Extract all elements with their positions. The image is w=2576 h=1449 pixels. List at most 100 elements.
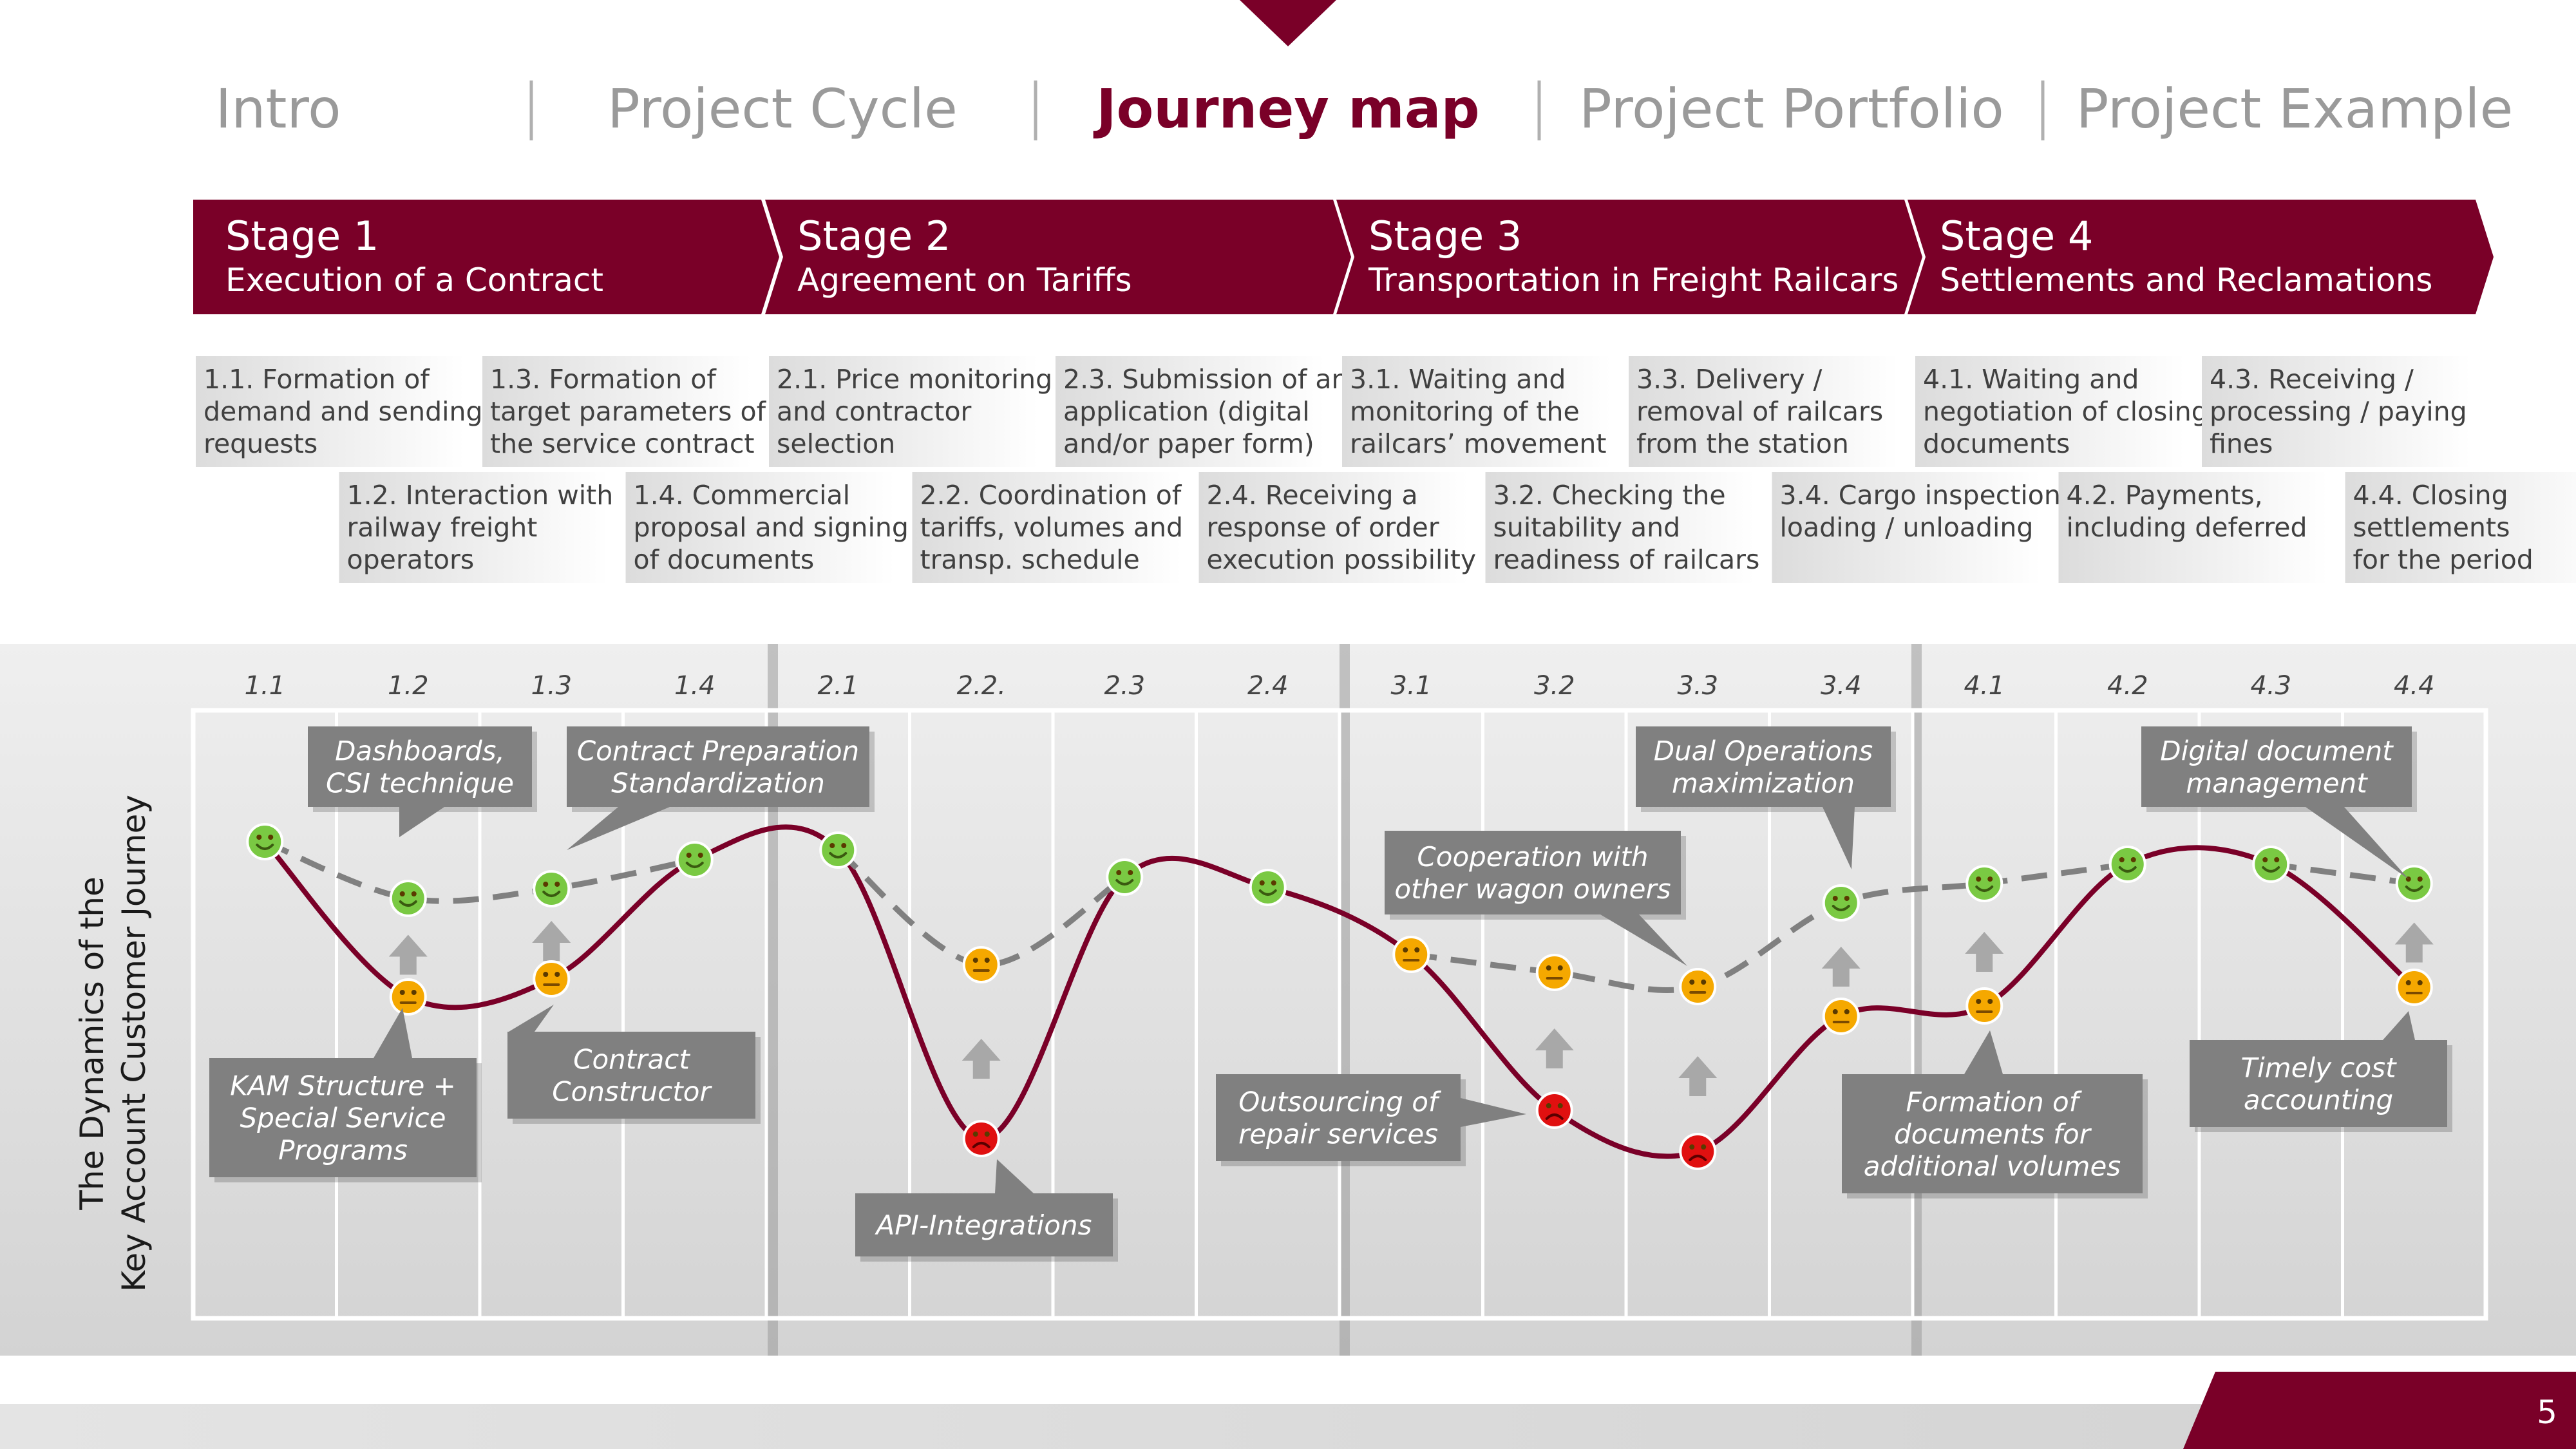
- substep-text: including deferred: [2067, 512, 2307, 543]
- callout-text: Outsourcing of: [1238, 1086, 1442, 1118]
- stage-subtitle: Execution of a Contract: [225, 261, 603, 299]
- column-label: 2.3: [1104, 671, 1145, 701]
- current-neutral-face-icon: [1965, 987, 2003, 1025]
- improvement-arrow: [961, 1039, 1001, 1079]
- current-journey-line: [263, 824, 2416, 1159]
- callout-pointer: [1964, 1030, 2003, 1074]
- substep-text: proposal and signing: [634, 512, 909, 543]
- substep-box: [196, 356, 465, 467]
- callout-text: Constructor: [552, 1076, 712, 1108]
- substep-text: 2.3. Submission of an: [1063, 364, 1349, 395]
- callout-text: Digital document: [2160, 735, 2394, 767]
- column-label: 4.4: [2394, 671, 2435, 701]
- substep-box: [1056, 356, 1325, 467]
- callout-pointer: [399, 807, 444, 837]
- callout-text: API-Integrations: [875, 1209, 1092, 1241]
- callout-text: Formation of: [1906, 1086, 2082, 1118]
- callout-text: management: [2186, 768, 2368, 799]
- column-label: 2.1: [817, 671, 858, 701]
- substep-text: target parameters of: [490, 396, 767, 427]
- improvement-arrow: [532, 921, 571, 961]
- substep-text: 4.3. Receiving /: [2210, 364, 2414, 395]
- callout-api-integrations: API-Integrations: [855, 1159, 1118, 1262]
- stage-chevron: [1336, 200, 1922, 314]
- substep-text: loading / unloading: [1780, 512, 2034, 543]
- substep-text: and/or paper form): [1063, 428, 1314, 459]
- nav-tab-project-example[interactable]: Project Example: [2076, 77, 2514, 140]
- substep-box: [2202, 356, 2471, 467]
- callout-pointer: [567, 807, 670, 850]
- callout-pointer: [374, 1008, 412, 1058]
- page-number: 5: [2537, 1394, 2557, 1431]
- substep-text: execution possibility: [1207, 544, 1477, 575]
- nav-tab-project-cycle[interactable]: Project Cycle: [607, 77, 958, 140]
- column-label: 3.2: [1534, 671, 1575, 701]
- column-label: 2.2.: [957, 671, 1006, 701]
- substep-4.2: 4.2. Payments,including deferred: [2058, 472, 2328, 583]
- column-label: 3.4: [1821, 671, 1862, 701]
- substep-box: [1629, 356, 1898, 467]
- stage-title: Stage 3: [1368, 213, 1522, 260]
- current-positive-face-icon: [2108, 846, 2146, 883]
- callout-text: CSI technique: [326, 768, 514, 799]
- current-negative-face-icon: [962, 1120, 1000, 1157]
- improvement-arrow: [2394, 922, 2434, 963]
- column-label: 4.2: [2107, 671, 2148, 701]
- callout-box: [1636, 726, 1891, 807]
- callout-box: [1385, 831, 1681, 914]
- callout-pointer: [1600, 914, 1687, 966]
- callout-pointer: [995, 1159, 1034, 1193]
- substep-text: the service contract: [490, 428, 755, 459]
- substep-text: application (digital: [1063, 396, 1310, 427]
- substep-text: 1.4. Commercial: [634, 480, 851, 511]
- current-negative-face-icon: [1679, 1133, 1717, 1170]
- callout-pointer: [1823, 807, 1855, 869]
- nav-tab-journey-map[interactable]: Journey map: [1093, 77, 1479, 140]
- substep-text: for the period: [2353, 544, 2533, 575]
- callout-pointer: [2306, 807, 2409, 879]
- callout-pointer: [509, 1005, 554, 1032]
- substep-text: railway freight: [347, 512, 538, 543]
- substep-box: [1342, 356, 1611, 467]
- current-positive-face-icon: [1106, 858, 1144, 896]
- callout-box: [1216, 1074, 1461, 1161]
- callout-text: Dual Operations: [1654, 735, 1873, 767]
- substep-text: 2.2. Coordination of: [920, 480, 1182, 511]
- substep-text: removal of railcars: [1636, 396, 1883, 427]
- target-positive-face-icon: [533, 870, 571, 907]
- substep-text: 3.1. Waiting and: [1350, 364, 1566, 395]
- substep-box: [2345, 472, 2576, 583]
- current-positive-face-icon: [676, 841, 714, 878]
- chart-grid: [191, 708, 2488, 1321]
- stage-subtitle: Transportation in Freight Railcars: [1368, 261, 1899, 299]
- callout-text: Cooperation with: [1417, 841, 1648, 873]
- column-label: 1.3: [531, 671, 572, 701]
- column-label: 1.2: [388, 671, 429, 701]
- stage-title: Stage 1: [225, 213, 379, 260]
- column-label: 4.1: [1964, 671, 2005, 701]
- column-label: 3.1: [1390, 671, 1432, 701]
- substep-box: [912, 472, 1182, 583]
- substep-text: and contractor: [777, 396, 972, 427]
- nav-tab-project-portfolio[interactable]: Project Portfolio: [1579, 77, 2004, 140]
- emotion-icons: [246, 823, 2433, 1170]
- substep-box: [2058, 472, 2328, 583]
- improvement-arrow: [1535, 1028, 1574, 1068]
- current-neutral-face-icon: [2395, 969, 2433, 1006]
- target-neutral-face-icon: [1535, 954, 1573, 991]
- nav-tab-intro[interactable]: Intro: [215, 77, 341, 140]
- target-journey-line-stage-2: [836, 848, 1126, 968]
